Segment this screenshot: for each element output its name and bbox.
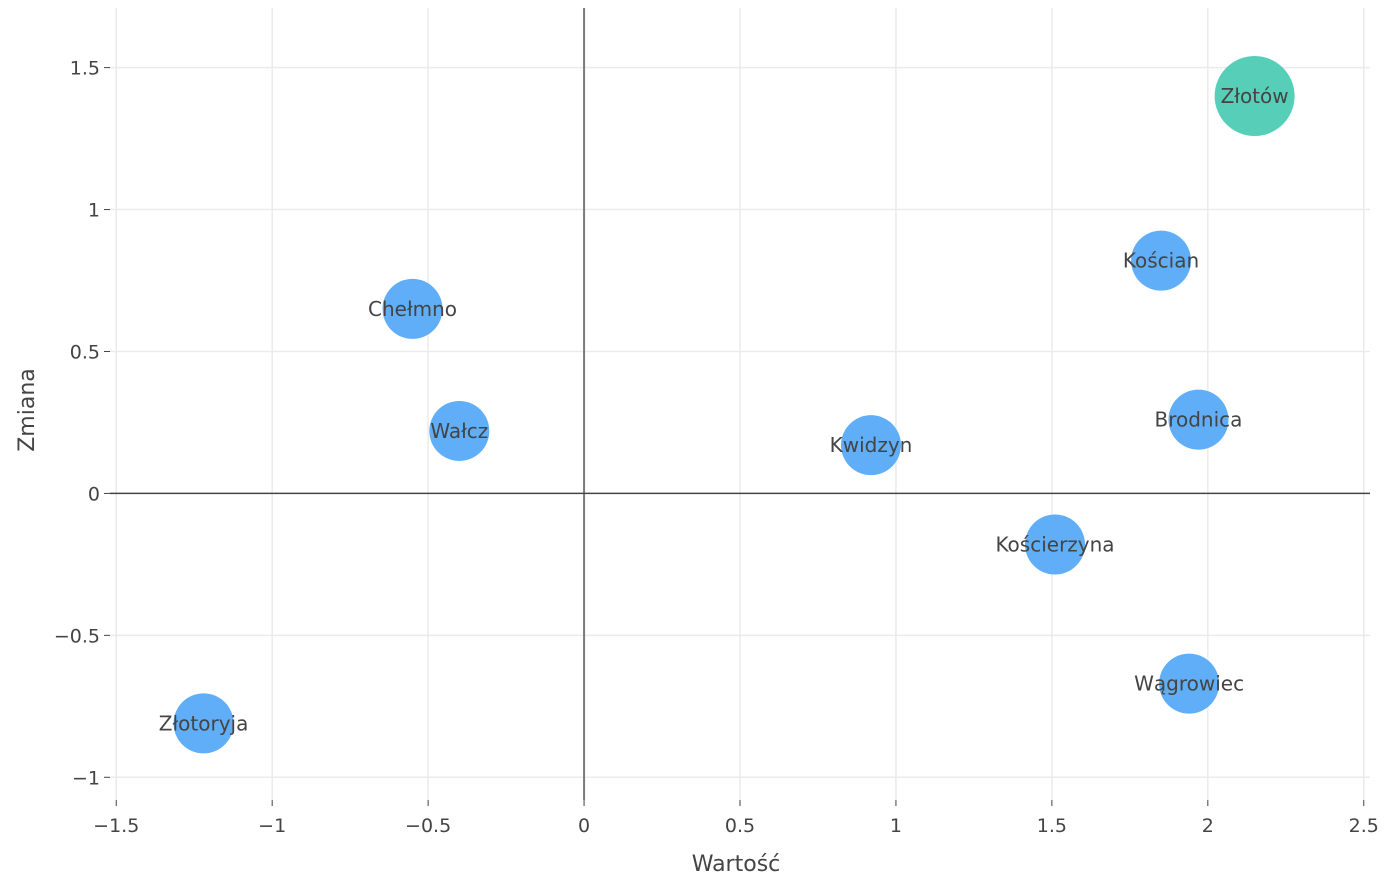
x-tick-label: −1.5: [93, 815, 139, 837]
point-label: Wągrowiec: [1134, 672, 1244, 696]
point-label: Brodnica: [1155, 408, 1243, 432]
y-axis-title: Zmiana: [15, 368, 40, 452]
y-tick-label: 1.5: [70, 58, 100, 80]
point-label: Kościerzyna: [995, 533, 1114, 557]
zero-lines: [110, 8, 1370, 800]
x-tick-label: 0: [578, 815, 590, 837]
y-tick-label: 0.5: [70, 341, 100, 363]
data-point[interactable]: [1168, 389, 1229, 450]
data-point[interactable]: [1159, 653, 1220, 714]
x-axis-title: Wartość: [692, 852, 781, 877]
data-point[interactable]: [1214, 56, 1295, 136]
data-point[interactable]: [429, 400, 490, 461]
y-tick-label: −1: [72, 767, 100, 789]
point-label: Złotów: [1221, 84, 1289, 108]
data-point[interactable]: [1025, 514, 1085, 575]
data-point[interactable]: [840, 415, 901, 476]
x-tick-label: −0.5: [405, 815, 451, 837]
y-tick-label: −0.5: [54, 625, 100, 647]
data-point[interactable]: [1131, 230, 1192, 291]
y-tick-label: 1: [88, 200, 100, 222]
point-label: Kwidzyn: [830, 433, 913, 457]
tick-labels: −1.5 −1 −0.5 0 0.5 1 1.5 2 2.5 −1 −0.5 0 0.5 1 1.5: [54, 58, 1379, 837]
points-layer: [173, 56, 1295, 754]
x-tick-label: −1: [258, 815, 286, 837]
grid-layer: [110, 8, 1370, 800]
x-tick-label: 1.5: [1037, 815, 1067, 837]
point-label: Kościan: [1123, 249, 1199, 273]
x-tick-label: 1: [890, 815, 902, 837]
data-point[interactable]: [382, 278, 443, 339]
x-tick-label: 2.5: [1349, 815, 1379, 837]
point-label: Złotoryja: [159, 711, 249, 735]
x-tick-label: 2: [1202, 815, 1214, 837]
x-tick-label: 0.5: [725, 815, 755, 837]
point-label: Wałcz: [430, 419, 488, 443]
point-label: Chełmno: [368, 297, 457, 321]
data-point[interactable]: [173, 693, 234, 754]
point-labels: Złotów Kościan Chełmno Wałcz Kwidzyn Brodnica…: [159, 84, 1289, 735]
y-tick-label: 0: [88, 483, 100, 505]
